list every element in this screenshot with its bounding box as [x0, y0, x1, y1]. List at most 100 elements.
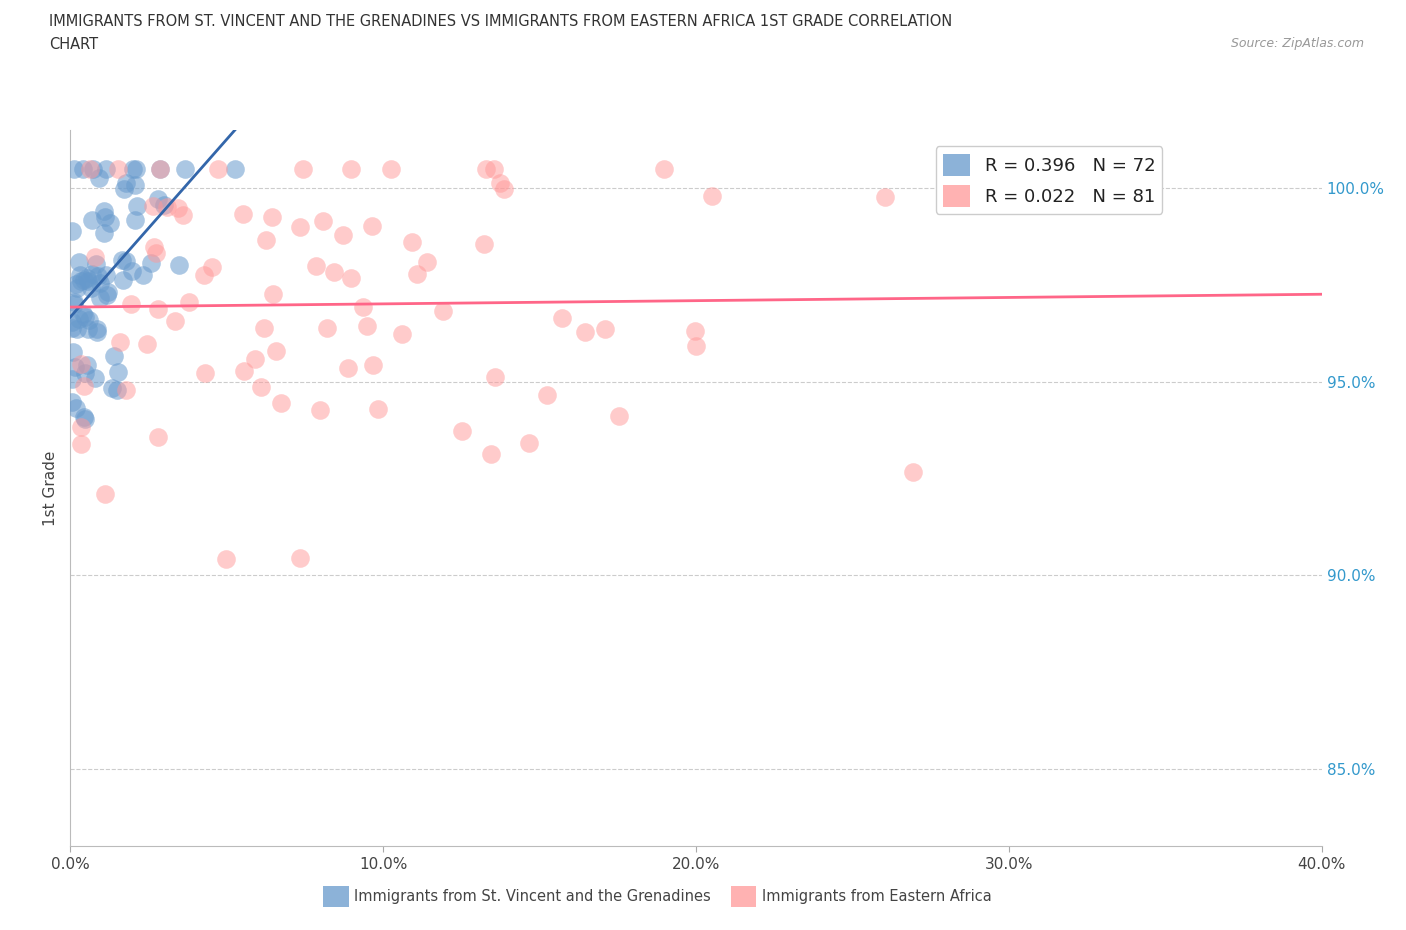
Point	[94, 209, 117, 224]
Point	[65, 277, 87, 292]
Point	[201, 259, 224, 274]
Point	[336, 361, 359, 376]
Point	[114, 382, 136, 397]
Point	[451, 423, 474, 438]
Point	[65, 401, 87, 416]
Point	[207, 162, 229, 177]
Point	[96, 268, 118, 283]
Point	[901, 465, 924, 480]
Point	[148, 430, 170, 445]
Point	[262, 287, 284, 302]
Point	[305, 259, 328, 273]
Point	[482, 162, 505, 177]
Point	[76, 271, 98, 286]
Point	[125, 162, 148, 177]
Point	[167, 258, 190, 272]
Point	[340, 162, 363, 177]
Point	[193, 268, 215, 283]
Point	[107, 365, 129, 379]
Point	[98, 216, 121, 231]
Point	[702, 189, 724, 204]
Point	[146, 191, 169, 206]
Y-axis label: 1st Grade: 1st Grade	[44, 450, 59, 526]
Point	[60, 223, 83, 238]
Text: Immigrants from Eastern Africa: Immigrants from Eastern Africa	[762, 889, 991, 904]
Point	[270, 395, 292, 410]
Point	[309, 403, 332, 418]
Point	[352, 299, 374, 314]
Point	[156, 199, 179, 214]
Point	[291, 162, 314, 177]
Point	[69, 268, 91, 283]
Point	[551, 311, 574, 325]
Point	[250, 379, 273, 394]
Point	[254, 232, 277, 247]
Point	[264, 344, 287, 359]
Text: CHART: CHART	[49, 37, 98, 52]
Point	[72, 162, 94, 177]
Point	[163, 313, 186, 328]
Point	[77, 312, 100, 327]
Point	[260, 210, 283, 225]
Point	[82, 213, 104, 228]
Point	[82, 162, 104, 177]
Point	[232, 206, 254, 221]
Point	[86, 325, 108, 339]
Point	[63, 360, 86, 375]
Point	[141, 256, 163, 271]
Point	[84, 250, 107, 265]
Point	[121, 263, 143, 278]
Point	[87, 170, 110, 185]
Point	[142, 198, 165, 213]
Point	[101, 380, 124, 395]
Point	[75, 365, 97, 380]
Point	[94, 486, 117, 501]
Point	[80, 281, 103, 296]
Legend: R = 0.396   N = 72, R = 0.022   N = 81: R = 0.396 N = 72, R = 0.022 N = 81	[936, 146, 1163, 214]
Point	[489, 175, 512, 190]
Point	[62, 344, 84, 359]
Point	[607, 408, 630, 423]
Point	[75, 310, 97, 325]
Point	[593, 322, 616, 337]
Point	[416, 254, 439, 269]
Point	[114, 176, 136, 191]
Point	[124, 178, 146, 193]
Text: Source: ZipAtlas.com: Source: ZipAtlas.com	[1230, 37, 1364, 50]
Point	[243, 352, 266, 366]
Point	[363, 358, 385, 373]
Point	[87, 269, 110, 284]
Point	[77, 322, 100, 337]
Point	[361, 219, 384, 233]
Point	[574, 325, 596, 339]
Point	[253, 321, 276, 336]
Point	[60, 315, 83, 330]
Point	[60, 321, 83, 336]
Point	[63, 295, 86, 310]
Point	[148, 301, 170, 316]
Point	[60, 371, 83, 386]
Point	[179, 295, 201, 310]
Point	[406, 266, 429, 281]
Point	[111, 252, 134, 267]
Point	[67, 312, 90, 326]
Point	[316, 320, 339, 335]
Point	[172, 208, 194, 223]
Point	[60, 394, 83, 409]
Point	[484, 369, 506, 384]
Point	[475, 162, 498, 177]
Point	[685, 339, 707, 353]
Point	[73, 272, 96, 287]
Text: IMMIGRANTS FROM ST. VINCENT AND THE GRENADINES VS IMMIGRANTS FROM EASTERN AFRICA: IMMIGRANTS FROM ST. VINCENT AND THE GREN…	[49, 14, 952, 29]
Point	[70, 273, 93, 288]
Point	[312, 213, 335, 228]
Point	[120, 297, 142, 312]
Point	[683, 324, 706, 339]
Point	[322, 265, 344, 280]
Point	[340, 271, 363, 286]
Point	[153, 198, 176, 213]
Point	[76, 358, 98, 373]
Point	[112, 273, 135, 288]
Point	[332, 227, 354, 242]
Point	[69, 356, 91, 371]
